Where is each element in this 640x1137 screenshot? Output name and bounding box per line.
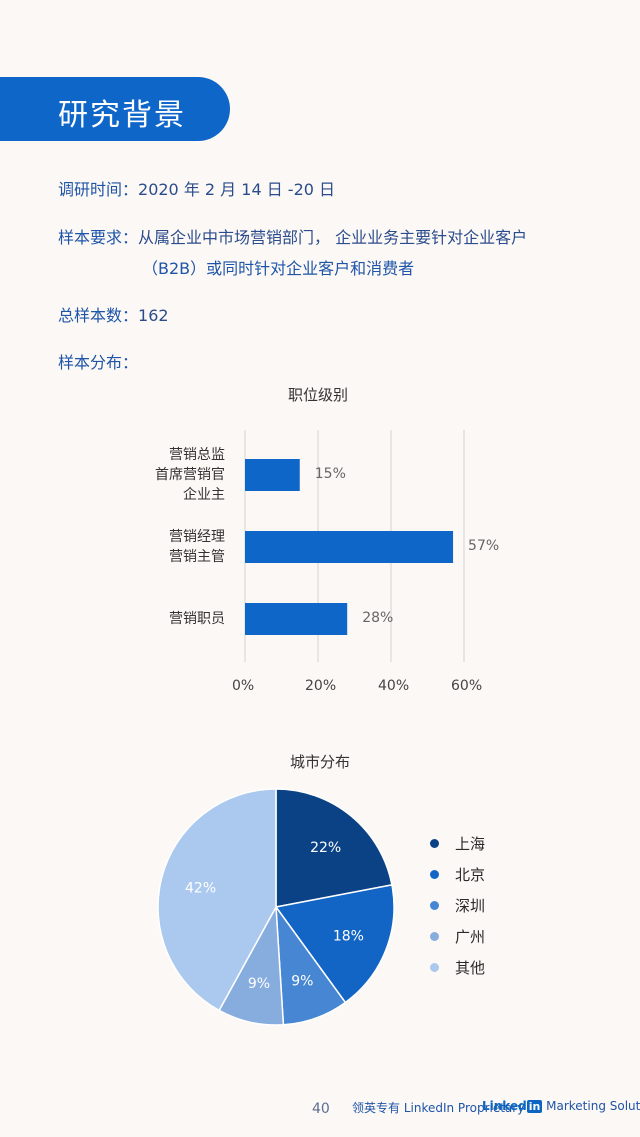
pie-value-label: 9% [248, 976, 270, 992]
pie-value-label: 22% [310, 840, 341, 856]
sample-requirement-line2: （B2B）或同时针对企业客户和消费者 [142, 259, 415, 278]
linkedin-logo-icon: in [526, 1100, 543, 1113]
legend-label: 其他 [455, 959, 486, 977]
total-sample-row: 总样本数：162 [58, 302, 169, 326]
total-sample-label: 总样本数： [58, 306, 139, 325]
legend-item: 广州 [430, 926, 485, 947]
legend-swatch [430, 963, 439, 972]
brand-rest: Marketing Solutions [546, 1099, 640, 1113]
page-title: 研究背景 [58, 98, 186, 133]
pie-slice [275, 788, 393, 908]
bar-value-label: 57% [468, 538, 500, 554]
legend-label: 广州 [455, 928, 486, 946]
legend-swatch [430, 901, 439, 910]
page-number: 40 [312, 1101, 330, 1117]
legend-item: 北京 [430, 864, 485, 885]
pie-value-label: 18% [333, 929, 364, 945]
pie-chart-title: 城市分布 [290, 753, 351, 771]
legend-label: 上海 [455, 835, 486, 853]
pie-slice [157, 788, 277, 1012]
job-level-bar-chart [244, 430, 465, 662]
pie-value-label: 42% [185, 881, 216, 897]
x-tick-label: 0% [232, 678, 255, 694]
category-label: 营销经理 营销主管 [169, 529, 225, 565]
legend-label: 深圳 [455, 897, 486, 915]
legend-item: 深圳 [430, 895, 485, 916]
legend-swatch [430, 839, 439, 848]
pie-value-label: 9% [291, 973, 313, 989]
legend-swatch [430, 870, 439, 879]
legend-item: 上海 [430, 833, 485, 854]
total-sample-value: 162 [138, 306, 169, 325]
sample-distribution-label: 样本分布： [58, 353, 139, 372]
bar [245, 603, 348, 635]
legend-swatch [430, 932, 439, 941]
sample-requirement-label: 样本要求： [58, 228, 139, 247]
bar [245, 531, 454, 563]
brand-linked: Linked [482, 1099, 527, 1113]
city-pie-chart: 22% 18% 9% 9% 42% [157, 788, 395, 1026]
category-label: 营销职员 [169, 611, 225, 627]
survey-time-row: 调研时间：2020 年 2 月 14 日 -20 日 [58, 176, 335, 200]
bar-value-label: 28% [362, 610, 394, 626]
legend-label: 北京 [455, 866, 486, 884]
bar-value-label: 15% [314, 466, 346, 482]
survey-time-label: 调研时间： [58, 180, 139, 199]
legend-item: 其他 [430, 957, 485, 978]
x-tick-label: 40% [378, 678, 410, 694]
bar-chart-title: 职位级别 [288, 386, 349, 404]
title-banner [0, 77, 230, 141]
pie-slice [274, 884, 395, 1004]
sample-requirement-line1: 从属企业中市场营销部门， 企业业务主要针对企业客户 [138, 228, 528, 247]
category-label: 营销总监 首席营销官 企业主 [155, 447, 225, 503]
sample-requirement-row: 样本要求：从属企业中市场营销部门， 企业业务主要针对企业客户 [58, 224, 527, 248]
survey-time-value: 2020 年 2 月 14 日 -20 日 [138, 180, 336, 199]
bar [245, 459, 300, 491]
proprietary-note: 领英专有 LinkedIn Proprietary [352, 1101, 525, 1115]
x-tick-label: 60% [451, 678, 483, 694]
x-tick-label: 20% [305, 678, 337, 694]
